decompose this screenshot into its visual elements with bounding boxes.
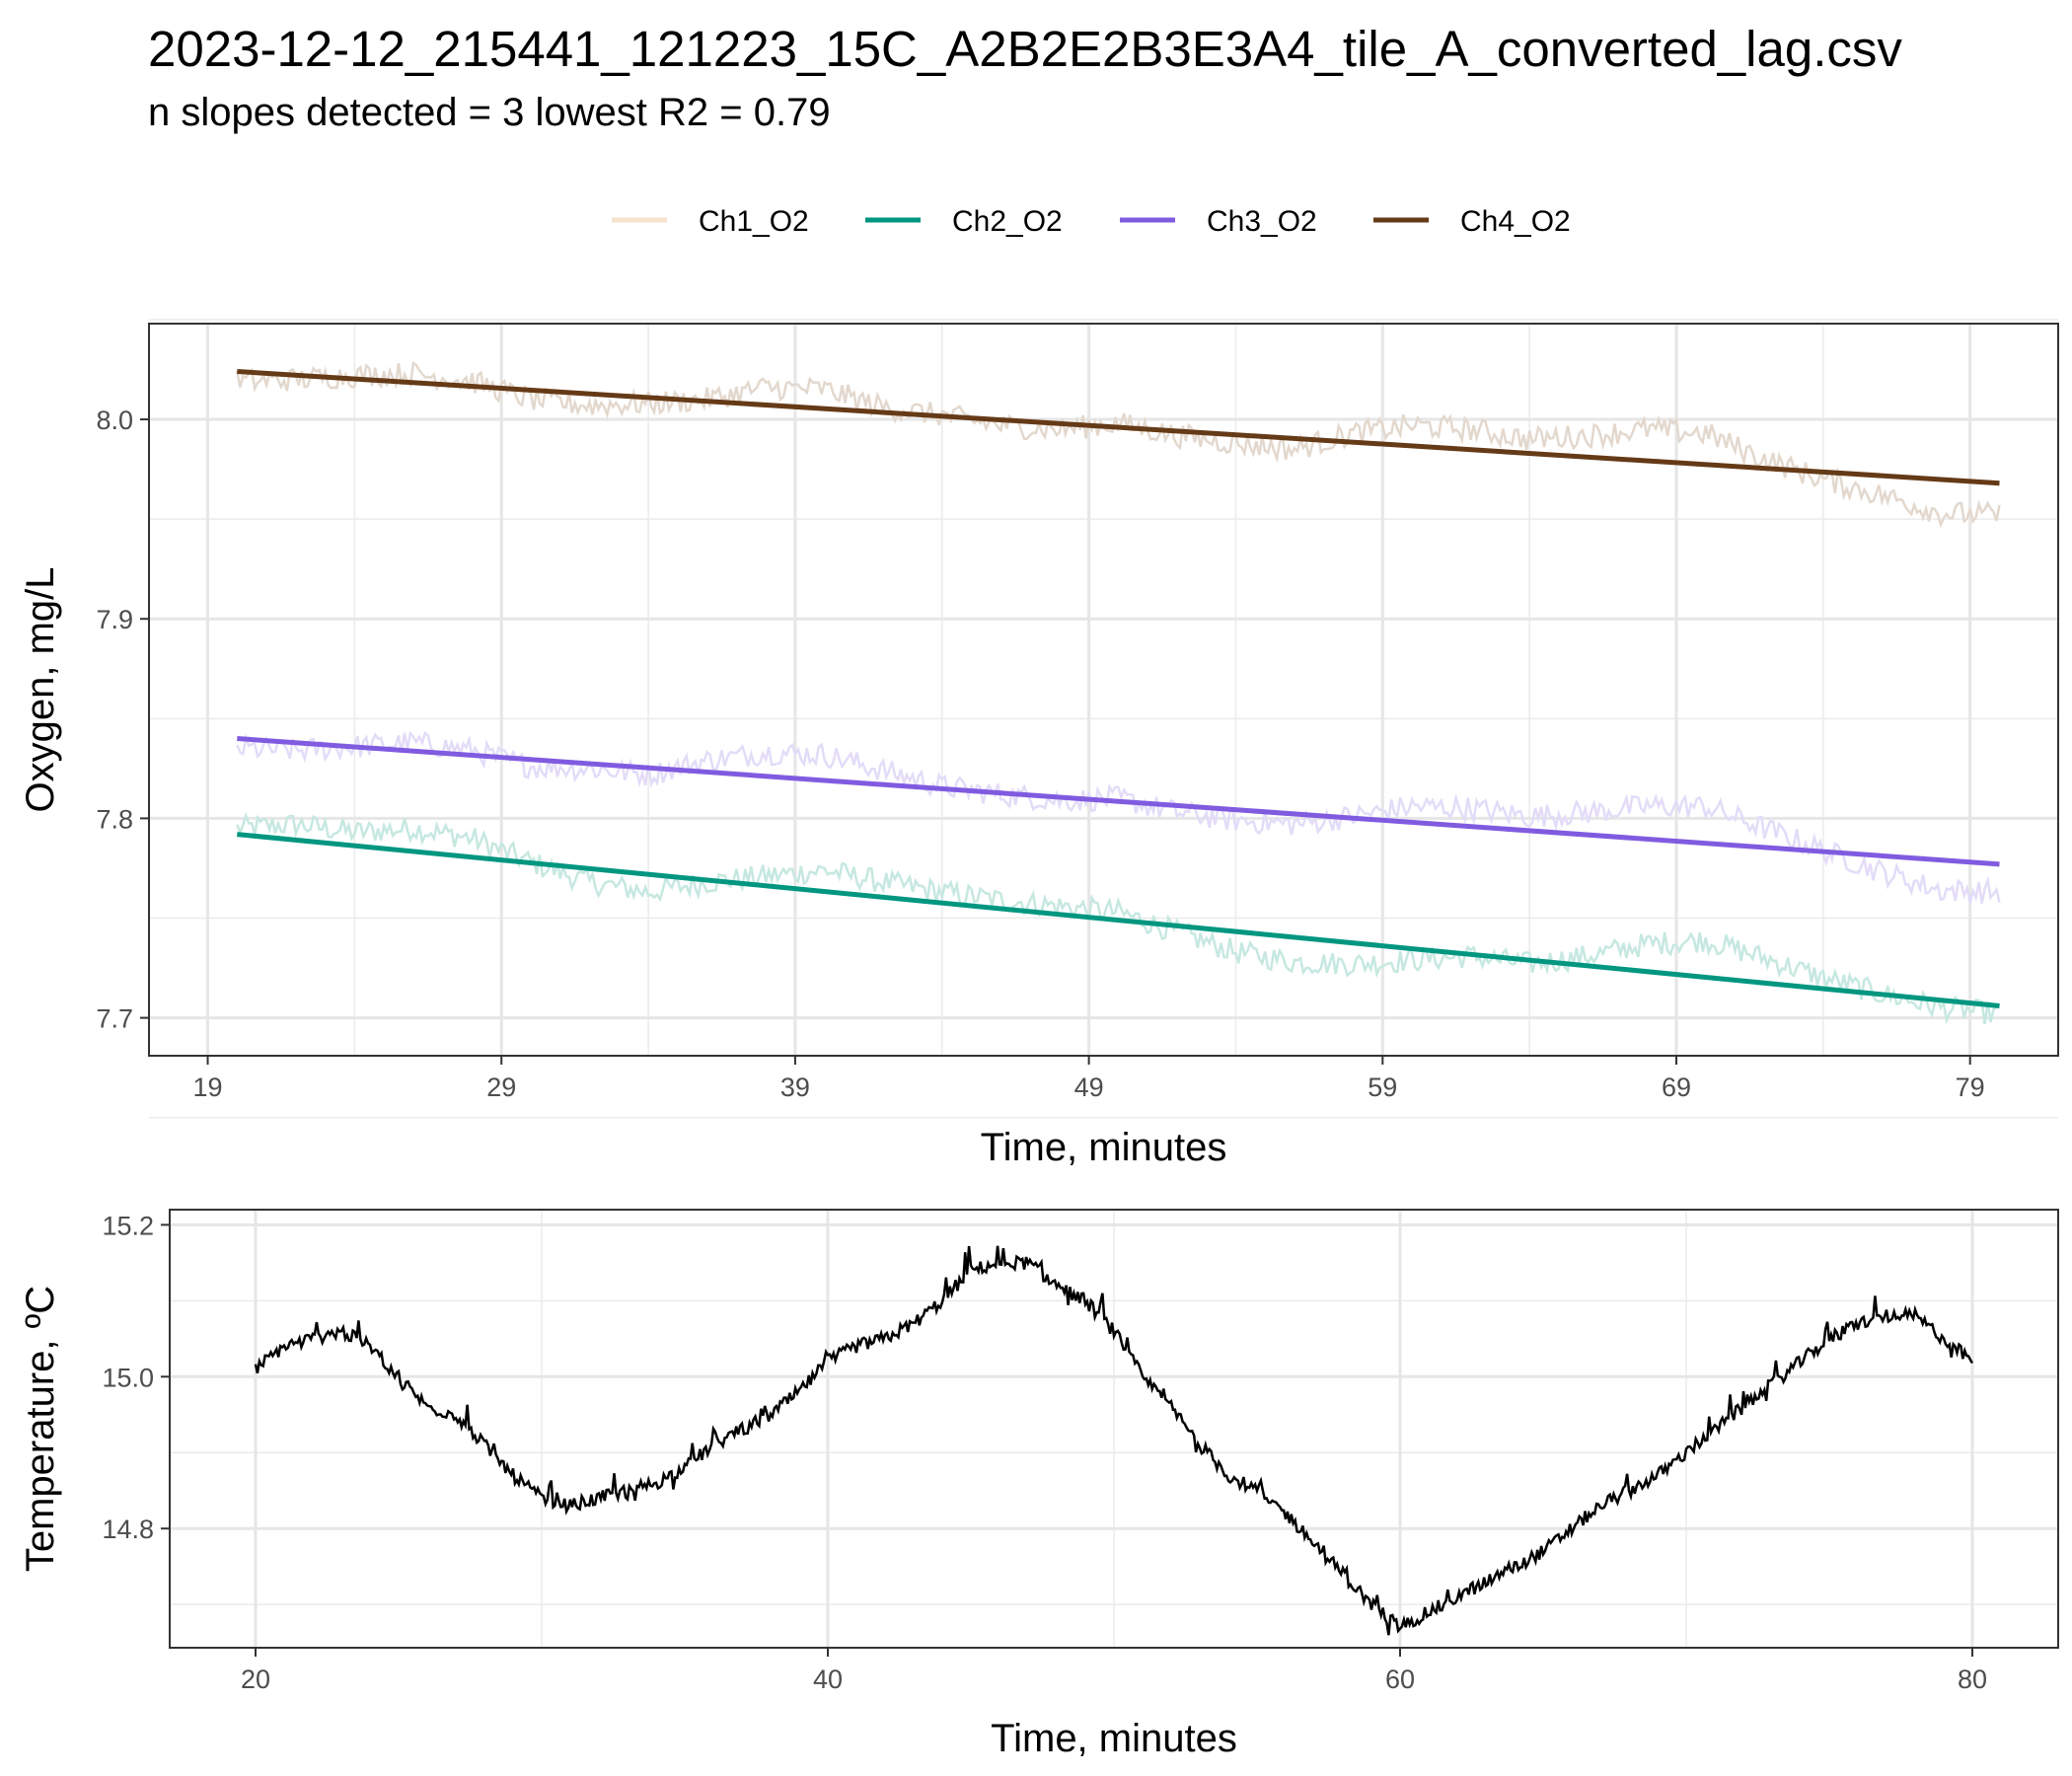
x-tick-label: 80 <box>1958 1665 1987 1694</box>
raw-trace-ch3-o2 <box>236 730 2001 904</box>
oxygen-y-axis-title: Oxygen, mg/L <box>19 566 62 812</box>
legend-label: Ch3_O2 <box>1207 205 1317 238</box>
temperature-x-axis-title: Time, minutes <box>991 1717 1237 1760</box>
y-tick-label: 7.7 <box>96 1004 133 1034</box>
x-tick-label: 39 <box>780 1073 810 1102</box>
x-tick-label: 29 <box>486 1073 516 1102</box>
temperature-panel: 20 40 60 80 14.8 15.0 15.2 Time, minutes Tempe… <box>19 1209 2059 1760</box>
x-tick-label: 69 <box>1662 1073 1691 1102</box>
oxygen-x-axis-title: Time, minutes <box>981 1126 1227 1169</box>
oxygen-series <box>236 360 2001 1025</box>
legend-item-ch4-o2: Ch4_O2 <box>1373 205 1571 238</box>
oxygen-panel: 19 29 39 49 59 69 79 7.7 7.8 7.9 8.0 Time, minutes… <box>19 319 2059 1169</box>
legend-label: Ch1_O2 <box>699 205 809 238</box>
y-tick-label: 7.8 <box>96 804 133 834</box>
x-tick-label: 49 <box>1074 1073 1104 1102</box>
legend-item-ch2-o2: Ch2_O2 <box>865 205 1063 238</box>
fit-line-ch3-o2 <box>237 736 2000 867</box>
temperature-series <box>254 1245 1974 1636</box>
oxygen-ticks: 19 29 39 49 59 69 79 7.7 7.8 7.9 8.0 <box>96 406 1984 1102</box>
temperature-ticks: 20 40 60 80 14.8 15.0 15.2 <box>102 1211 1987 1694</box>
y-tick-label: 15.2 <box>102 1211 154 1240</box>
temperature-gridlines <box>170 1210 2058 1648</box>
temperature-plot-border <box>169 1209 2059 1649</box>
legend-label: Ch2_O2 <box>952 205 1063 238</box>
y-tick-label: 15.0 <box>102 1363 154 1392</box>
y-tick-label: 14.8 <box>102 1515 154 1544</box>
legend-label: Ch4_O2 <box>1460 205 1571 238</box>
chart-title: 2023-12-12_215441_121223_15C_A2B2E2B3E3A… <box>148 21 1902 77</box>
x-tick-label: 40 <box>813 1665 843 1694</box>
chart-subtitle: n slopes detected = 3 lowest R2 = 0.79 <box>148 91 831 134</box>
oxygen-plot-border <box>148 323 2059 1057</box>
temperature-y-axis-title: Temperature, ºC <box>19 1286 62 1572</box>
y-tick-label: 8.0 <box>96 406 133 435</box>
x-tick-label: 60 <box>1385 1665 1415 1694</box>
fit-line-ch4-o2 <box>237 369 2000 486</box>
x-tick-label: 79 <box>1956 1073 1985 1102</box>
legend: Ch1_O2 Ch2_O2 Ch3_O2 Ch4_O2 <box>612 205 1571 238</box>
legend-item-ch1-o2: Ch1_O2 <box>612 205 809 238</box>
x-tick-label: 20 <box>241 1665 270 1694</box>
oxygen-plot-area <box>149 324 2058 1056</box>
x-tick-label: 19 <box>193 1073 223 1102</box>
y-tick-label: 7.9 <box>96 605 133 634</box>
legend-item-ch3-o2: Ch3_O2 <box>1120 205 1317 238</box>
fit-line-ch2-o2 <box>237 832 2000 1008</box>
x-tick-label: 59 <box>1368 1073 1397 1102</box>
temperature-trace <box>254 1245 1974 1636</box>
